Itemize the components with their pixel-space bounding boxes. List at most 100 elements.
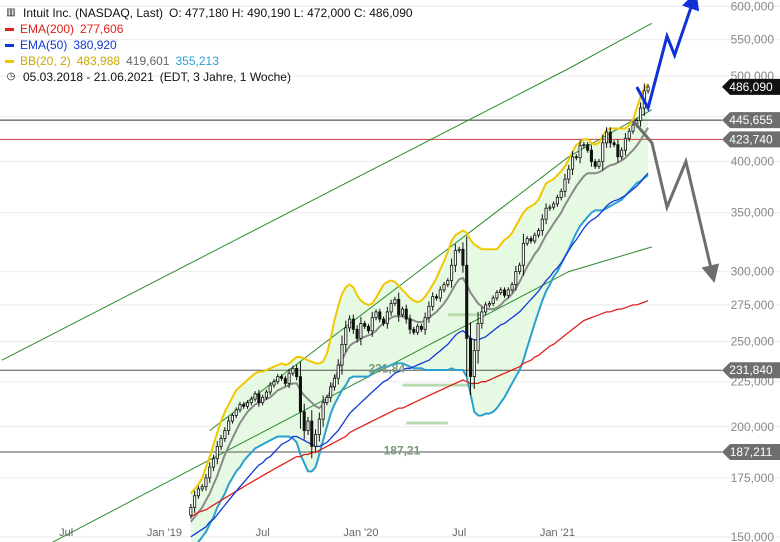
candle-body — [276, 376, 280, 383]
candle-body — [355, 328, 359, 339]
ema200-marker — [5, 27, 14, 31]
candle-body — [518, 264, 522, 272]
candle-body — [529, 238, 533, 242]
last-price-tag: 486,090 — [722, 78, 780, 95]
candle-body — [484, 304, 488, 313]
candle-body — [340, 344, 344, 366]
level-annotation: 187,21 — [384, 443, 421, 457]
x-tick-label: Jan '21 — [540, 527, 575, 539]
candle-body — [480, 311, 484, 324]
level-annotation: 231,84 — [368, 361, 405, 375]
candle-body — [238, 404, 242, 411]
last-price-tag-bg — [722, 78, 780, 95]
bb-lower-value: 355,213 — [175, 54, 219, 68]
candle-body — [253, 393, 257, 400]
candlestick-icon: ▥ — [6, 7, 16, 18]
candle-body — [605, 131, 609, 144]
x-tick-label: Jan '19 — [147, 527, 182, 539]
candle-body — [249, 398, 253, 404]
level-tag-bg — [722, 112, 780, 129]
level-tag: 423,740 — [722, 131, 780, 148]
candle-body — [567, 168, 571, 180]
candle-body — [223, 430, 227, 439]
channel-mid-line — [209, 109, 653, 431]
candle-body — [325, 396, 329, 404]
x-tick-label: Jul — [256, 527, 270, 539]
candle-body — [446, 280, 450, 285]
ema200-line — [190, 300, 649, 518]
candle-body — [427, 305, 431, 319]
candle-body — [438, 289, 442, 299]
candle-body — [295, 367, 299, 378]
last-price-tag-text: 486,090 — [729, 80, 773, 94]
candle-body — [344, 327, 348, 345]
candle-body — [582, 144, 586, 147]
y-tick-label: 350,000 — [731, 206, 775, 220]
candle-body — [472, 350, 476, 378]
bb-mid-line — [190, 127, 649, 523]
bb-marker — [5, 59, 14, 63]
level-tag: 231,840 — [722, 362, 780, 379]
candle-body — [200, 486, 204, 490]
candle-body — [631, 124, 635, 132]
candle-body — [193, 495, 197, 508]
candle-body — [245, 402, 250, 407]
ema50-value: 380,920 — [73, 38, 117, 52]
candle-body — [514, 271, 518, 285]
candle-body — [348, 318, 352, 329]
candle-body — [495, 292, 499, 299]
candle-body — [314, 434, 318, 447]
candle-body — [382, 318, 386, 324]
candle-body — [597, 161, 601, 167]
candle-body — [457, 248, 461, 251]
level-tag: 445,655 — [722, 112, 780, 129]
legend-bb: BB(20, 2) 483,988 419,601 355,213 — [5, 53, 413, 69]
price-tags: 445,655 423,740 231,840 187,211 486,090 — [722, 78, 780, 461]
level-tag-bg — [722, 444, 780, 461]
ema200-value: 277,606 — [80, 22, 124, 36]
projection-down-arrow — [631, 119, 720, 283]
candle-body — [646, 86, 650, 92]
candle-body — [227, 420, 231, 432]
candle-body — [306, 420, 310, 432]
candle-body — [359, 323, 363, 339]
candle-body — [291, 367, 295, 374]
candle-body — [563, 178, 567, 192]
candle-body — [627, 130, 631, 139]
y-tick-label: 150,000 — [731, 530, 775, 542]
chart-legend: ▥ Intuit Inc. (NASDAQ, Last) O: 477,180 … — [5, 5, 413, 85]
candle-body — [623, 137, 627, 151]
candle-body — [574, 156, 578, 159]
projection-arrows — [631, 0, 720, 283]
candle-body — [378, 311, 382, 320]
candle-body — [586, 144, 590, 151]
candle-body — [453, 250, 457, 266]
level-tag-text: 423,740 — [729, 132, 773, 146]
bb-label: BB(20, 2) — [20, 54, 71, 68]
candle-body — [370, 317, 374, 332]
candle-body — [374, 311, 378, 319]
candle-body — [317, 418, 321, 435]
y-tick-label: 300,000 — [731, 265, 775, 279]
x-tick-label: Jan '20 — [343, 527, 378, 539]
candle-body — [570, 156, 575, 170]
x-tick-label: Jul — [452, 527, 466, 539]
x-tick-label: Jul — [59, 527, 73, 539]
candle-body — [442, 284, 446, 291]
date-range: 05.03.2018 - 21.06.2021 — [23, 70, 154, 84]
bb-mid-value: 419,601 — [126, 54, 170, 68]
bb-lower-line — [197, 174, 649, 542]
candle-body — [321, 402, 325, 420]
candle-body — [404, 308, 408, 320]
candle-body — [208, 466, 212, 479]
candle-body — [544, 207, 548, 220]
projection-up-arrow — [635, 0, 700, 113]
level-tag-text: 187,211 — [730, 445, 773, 459]
y-tick-label: 400,000 — [731, 154, 775, 168]
y-tick-label: 550,000 — [731, 33, 775, 47]
candle-body — [272, 381, 276, 386]
candle-body — [487, 303, 491, 306]
candle-body — [601, 142, 605, 162]
bb-upper-line — [190, 83, 649, 495]
